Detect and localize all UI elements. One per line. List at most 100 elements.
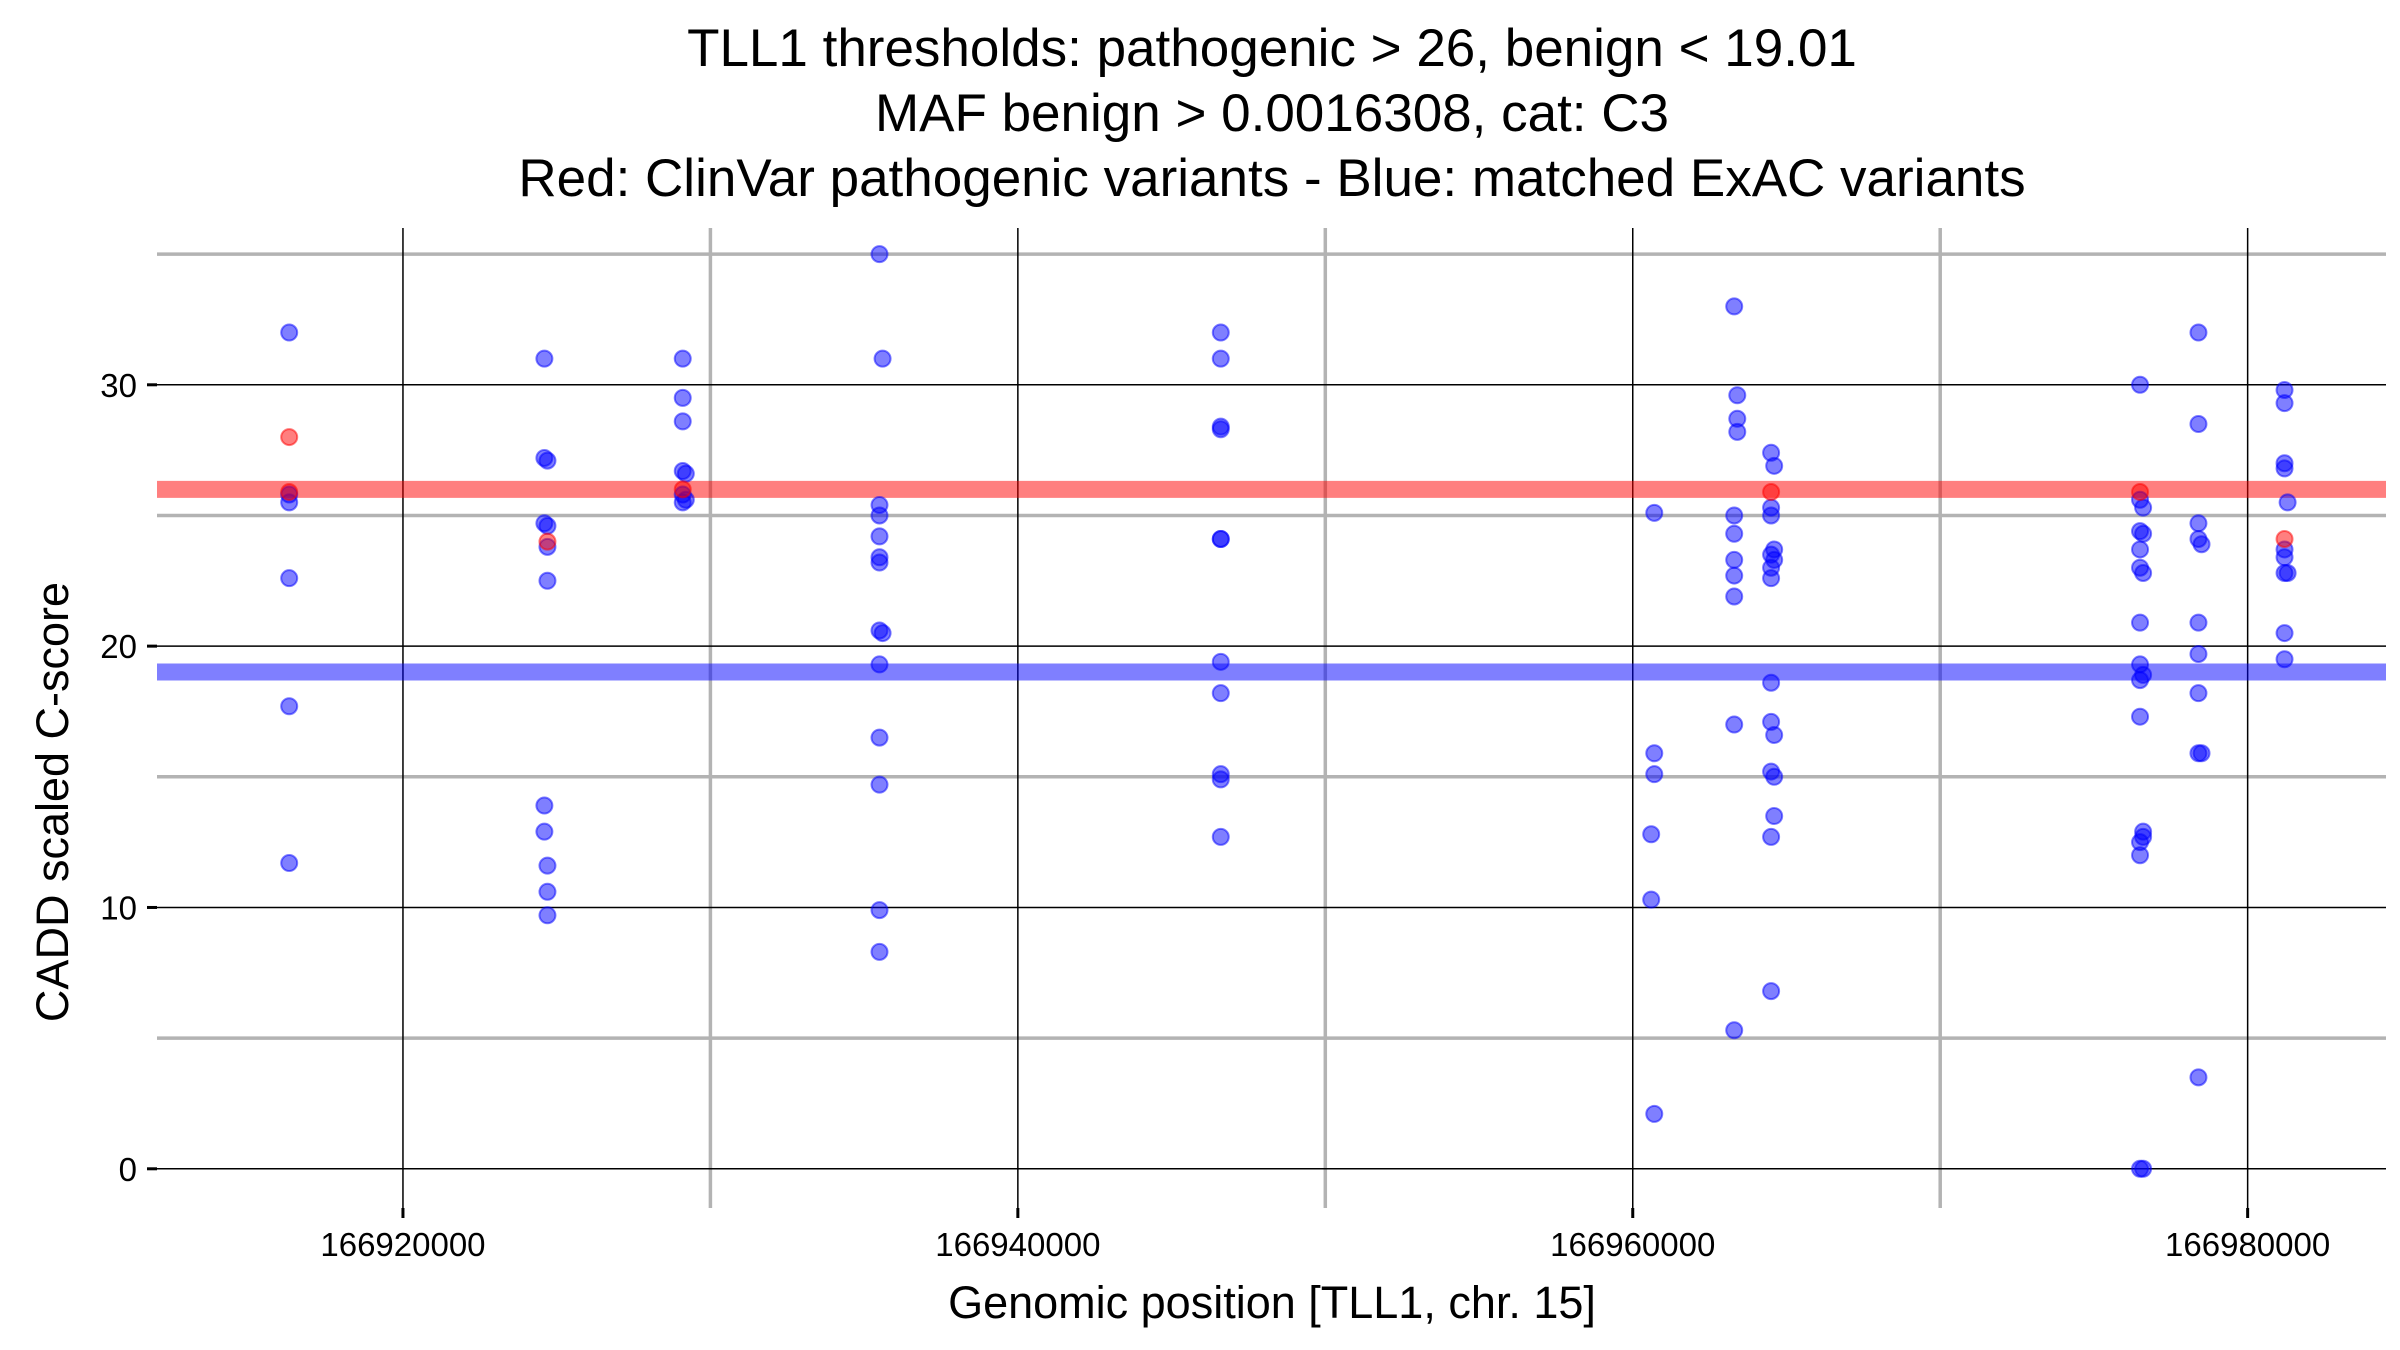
axis-ticks: 166920000 166940000 166960000 166980000 0 10 2… <box>100 367 2330 1263</box>
grid-lines <box>157 228 2386 1208</box>
data-point <box>673 349 692 368</box>
data-point <box>1762 982 1781 1001</box>
data-point <box>873 349 892 368</box>
data-point <box>538 856 557 875</box>
data-point <box>280 482 299 501</box>
data-point <box>280 854 299 873</box>
x-tick-label: 166940000 <box>935 1226 1100 1263</box>
chart-title-line-1: TLL1 thresholds: pathogenic > 26, benign… <box>687 19 1857 78</box>
data-point <box>2134 524 2153 543</box>
data-point <box>2192 744 2211 763</box>
data-point <box>2189 323 2208 342</box>
data-point <box>280 323 299 342</box>
data-point <box>1725 524 1744 543</box>
data-point <box>1642 825 1661 844</box>
data-point <box>1725 1021 1744 1040</box>
data-point <box>870 527 889 546</box>
data-point <box>2131 482 2150 501</box>
data-point <box>870 245 889 264</box>
data-point <box>676 464 695 483</box>
data-point <box>1725 550 1744 569</box>
x-axis-title: Genomic position [TLL1, chr. 15] <box>948 1277 1596 1328</box>
data-point <box>1645 744 1664 763</box>
chart-title-line-2: MAF benign > 0.0016308, cat: C3 <box>875 84 1669 143</box>
data-point <box>1762 482 1781 501</box>
data-point <box>280 428 299 447</box>
data-point <box>2192 535 2211 554</box>
data-point <box>873 624 892 643</box>
data-point <box>1762 569 1781 588</box>
data-point <box>2131 846 2150 865</box>
x-tick-label: 166980000 <box>2165 1226 2330 1263</box>
y-tick-label: 20 <box>100 628 137 665</box>
data-point <box>1642 890 1661 909</box>
data-point <box>538 571 557 590</box>
data-point <box>2131 375 2150 394</box>
data-point <box>1725 297 1744 316</box>
data-point <box>2275 650 2294 669</box>
data-point <box>870 775 889 794</box>
data-point <box>1728 386 1747 405</box>
data-point <box>538 451 557 470</box>
data-point <box>2278 493 2297 512</box>
data-point <box>538 516 557 535</box>
data-point <box>1645 765 1664 784</box>
data-point <box>1765 807 1784 825</box>
data-point <box>1211 529 1230 548</box>
chart-title-line-3: Red: ClinVar pathogenic variants - Blue:… <box>518 149 2025 208</box>
data-point <box>1765 767 1784 786</box>
data-point <box>535 822 554 841</box>
data-point <box>2189 1068 2208 1087</box>
data-point <box>1211 349 1230 368</box>
data-point <box>2189 613 2208 632</box>
data-point <box>2131 707 2150 726</box>
data-point <box>1211 420 1230 439</box>
data-point <box>538 532 557 551</box>
data-point <box>1725 715 1744 734</box>
data-point <box>2275 548 2294 567</box>
x-tick-label: 166920000 <box>320 1226 485 1263</box>
data-point <box>280 569 299 588</box>
data-point <box>1725 587 1744 606</box>
data-point <box>870 506 889 525</box>
data-point <box>870 655 889 674</box>
data-point <box>1211 684 1230 703</box>
data-point <box>1645 503 1664 522</box>
data-points <box>280 245 2297 1178</box>
data-point <box>2134 498 2153 517</box>
data-point <box>2131 613 2150 632</box>
data-point <box>535 349 554 368</box>
y-axis-title: CADD scaled C-score <box>27 582 78 1022</box>
data-point <box>1765 456 1784 475</box>
y-tick-label: 30 <box>100 367 137 404</box>
data-point <box>1762 673 1781 692</box>
data-point <box>1725 566 1744 585</box>
data-point <box>2275 529 2294 548</box>
data-point <box>2275 624 2294 643</box>
data-point <box>870 901 889 920</box>
data-point <box>280 697 299 716</box>
data-point <box>1725 506 1744 525</box>
data-point <box>2134 1159 2153 1178</box>
data-point <box>538 882 557 901</box>
data-point <box>1645 1104 1664 1123</box>
data-point <box>870 942 889 961</box>
data-point <box>2189 644 2208 663</box>
data-point <box>2131 540 2150 559</box>
data-point <box>538 906 557 925</box>
y-tick-label: 0 <box>119 1151 137 1188</box>
data-point <box>1211 770 1230 789</box>
data-point <box>1211 323 1230 342</box>
data-point <box>870 553 889 572</box>
data-point <box>673 388 692 407</box>
data-point <box>1728 422 1747 441</box>
data-point <box>1762 827 1781 846</box>
y-tick-label: 10 <box>100 889 137 926</box>
x-tick-label: 166960000 <box>1550 1226 1715 1263</box>
data-point <box>1762 506 1781 525</box>
data-point <box>2189 415 2208 433</box>
data-point <box>2131 671 2150 690</box>
data-point <box>673 480 692 499</box>
data-point <box>2275 459 2294 478</box>
